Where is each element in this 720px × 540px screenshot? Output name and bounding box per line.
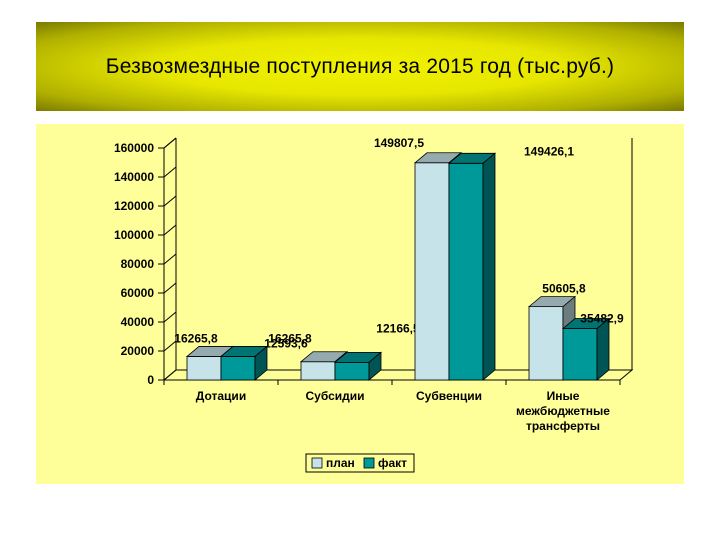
x-tick-label: Субсидии (305, 389, 364, 403)
y-tick-label: 0 (147, 373, 154, 387)
data-label-факт-3: 35482,9 (580, 312, 624, 326)
y-tick-depth (163, 282, 177, 294)
x-tick-label: Субвенции (416, 389, 482, 403)
x-tick-label: трансферты (526, 419, 600, 433)
y-tick-label: 120000 (114, 199, 154, 213)
y-tick-depth (163, 224, 177, 236)
chart-panel: 0 20000 40000 60000 80000 100000 120000 140000 1… (36, 124, 684, 484)
bar-факт-1 (334, 361, 370, 381)
slide-title: Безвозмездные поступления за 2015 год (т… (105, 54, 615, 78)
y-tick-depth (163, 369, 177, 381)
y-tick-depth (163, 311, 177, 323)
data-label-факт-0: 16265,8 (268, 331, 312, 345)
legend-swatch-план (311, 457, 323, 469)
bar-факт-3 (562, 328, 598, 381)
bar-план-3 (528, 306, 564, 381)
y-tick-label: 80000 (121, 257, 155, 271)
bar-план-1 (300, 361, 336, 381)
bar-план-2 (414, 162, 450, 381)
legend-label-факт: факт (378, 456, 407, 470)
data-label-план-0: 16265,8 (174, 331, 218, 345)
y-tick-label: 60000 (121, 286, 155, 300)
data-label-факт-2: 149426,1 (524, 144, 574, 158)
y-tick-depth (163, 195, 177, 207)
data-label-план-2: 149807,5 (374, 136, 424, 150)
data-label-план-1: 12593,6 (264, 337, 308, 351)
data-label-факт-1: 12166,5 (376, 321, 420, 335)
x-tick-label: Иные (547, 389, 580, 403)
y-tick-label: 40000 (121, 315, 155, 329)
x-tick-label: Дотации (196, 389, 246, 403)
data-label-план-3: 50605,8 (542, 282, 586, 296)
y-tick-depth (163, 340, 177, 352)
y-tick-depth (163, 137, 177, 149)
bar-side-факт-0 (254, 345, 268, 381)
x-tick-label: межбюджетные (516, 404, 610, 418)
y-tick-label: 160000 (114, 141, 154, 155)
bar-side-факт-3 (596, 317, 610, 381)
legend-swatch-факт (363, 457, 375, 469)
y-tick-depth (163, 253, 177, 265)
y-tick-depth (163, 166, 177, 178)
bar-факт-0 (220, 356, 256, 381)
bar-факт-2 (448, 162, 484, 381)
bar-side-факт-2 (482, 152, 496, 381)
legend-box (305, 453, 415, 473)
y-tick-label: 20000 (121, 344, 155, 358)
legend-label-план: план (326, 456, 355, 470)
y-tick-label: 100000 (114, 228, 154, 242)
bar-план-0 (186, 356, 222, 381)
bar-chart: 0 20000 40000 60000 80000 100000 120000 140000 1… (114, 136, 634, 473)
title-banner: Безвозмездные поступления за 2015 год (т… (36, 22, 684, 111)
y-tick-label: 140000 (114, 170, 154, 184)
bar-side-факт-1 (368, 351, 382, 381)
